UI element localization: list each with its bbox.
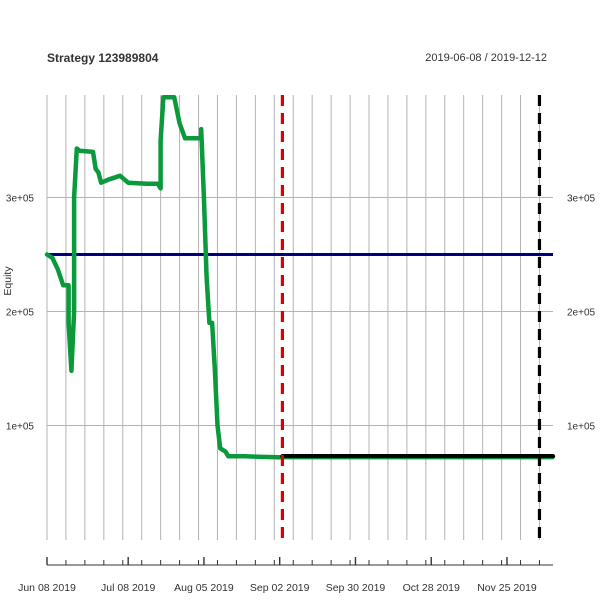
series-line-0: [44, 94, 285, 460]
x-tick-label: Aug 05 2019: [174, 582, 234, 594]
chart-title: Strategy 123989804: [47, 51, 159, 65]
y-tick-label-right: 3e+05: [567, 194, 596, 205]
x-tick-label: Jul 08 2019: [101, 582, 155, 594]
y-axis-label: Equity: [2, 266, 14, 296]
x-tick-label: Sep 02 2019: [250, 582, 310, 594]
y-tick-label-right: 1e+05: [567, 422, 596, 433]
y-tick-label-left: 2e+05: [6, 308, 35, 319]
y-tick-label-left: 3e+05: [6, 194, 35, 205]
date-range-label: 2019-06-08 / 2019-12-12: [425, 52, 547, 64]
x-tick-label: Nov 25 2019: [477, 582, 537, 594]
y-tick-label-right: 2e+05: [567, 308, 596, 319]
x-tick-label: Jun 08 2019: [18, 582, 76, 594]
x-tick-label: Oct 28 2019: [403, 582, 460, 594]
x-tick-label: Sep 30 2019: [326, 582, 386, 594]
y-tick-label-left: 1e+05: [6, 422, 35, 433]
